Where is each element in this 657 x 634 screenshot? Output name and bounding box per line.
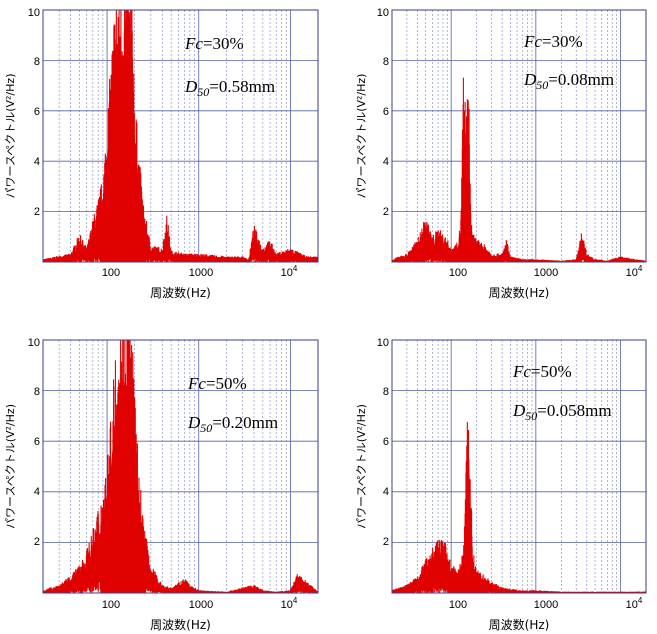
tick-label: 1000 [534, 599, 558, 611]
tick-label: 100 [449, 599, 467, 611]
x-axis-label: 周波数(Hz) [150, 285, 211, 300]
tick-label: 8 [383, 386, 389, 398]
fines-content-label: Fc=30% [184, 34, 244, 53]
x-axis-label: 周波数(Hz) [489, 285, 550, 300]
x-axis-label: 周波数(Hz) [489, 617, 550, 632]
mean-grain-size-label: D50=0.58mm [184, 77, 275, 99]
tick-label: 1000 [189, 267, 213, 279]
plot-frame [391, 9, 647, 263]
plot-frame [42, 9, 319, 263]
x-axis-label: 周波数(Hz) [150, 617, 211, 632]
plot-area [42, 339, 319, 594]
tick-label: 104 [281, 596, 298, 611]
tick-label: 10 [377, 337, 389, 349]
spectrum-peak [100, 55, 147, 262]
tick-label: 8 [383, 56, 389, 68]
plot-frame [391, 339, 647, 594]
tick-label: 1000 [534, 267, 558, 279]
fines-content-label: Fc=30% [523, 32, 583, 51]
mean-grain-size-label: D50=0.20mm [187, 413, 278, 435]
panel-bottom-right: 10 8 6 4 2 100 1000 104 [377, 337, 643, 611]
tick-label: 6 [34, 106, 40, 118]
fines-content-label: Fc=50% [187, 374, 247, 393]
plot-area [42, 9, 319, 263]
plot-area [391, 339, 647, 594]
tick-label: 2 [34, 536, 40, 548]
tick-label: 4 [383, 156, 389, 168]
tick-label: 6 [383, 436, 389, 448]
tick-label: 10 [28, 7, 40, 19]
tick-label: 104 [626, 264, 643, 279]
y-axis-label: パワースペクトル(V²/Hz) [355, 74, 368, 199]
tick-label: 1000 [189, 599, 213, 611]
tick-label: 104 [626, 596, 643, 611]
tick-label: 8 [34, 56, 40, 68]
tick-label: 2 [383, 536, 389, 548]
panel-top-right: 10 8 6 4 2 100 1000 104 [377, 7, 643, 279]
panel-bottom-left: 10 8 6 4 2 100 1000 104 [28, 337, 298, 611]
spectrum-trace [43, 10, 318, 262]
tick-label: 10 [377, 7, 389, 19]
tick-label: 2 [34, 206, 40, 218]
plot-area [391, 9, 647, 263]
tick-label: 100 [449, 267, 467, 279]
spectrum-peak [447, 443, 490, 593]
spectrum-trace [43, 340, 318, 593]
tick-label: 10 [28, 337, 40, 349]
spectrum-trace [392, 422, 646, 593]
y-axis-label: パワースペクトル(V²/Hz) [4, 74, 17, 199]
tick-label: 100 [102, 599, 120, 611]
tick-label: 8 [34, 386, 40, 398]
tick-label: 100 [102, 267, 120, 279]
tick-label: 4 [34, 156, 40, 168]
spectrum-peak [100, 385, 147, 593]
mean-grain-size-label: D50=0.058mm [512, 401, 612, 423]
panel-top-left: 10 8 6 4 2 100 1000 104 [28, 7, 298, 279]
tick-label: 4 [383, 486, 389, 498]
y-axis-label: パワースペクトル(V²/Hz) [4, 404, 17, 529]
tick-label: 2 [383, 206, 389, 218]
tick-label: 6 [34, 436, 40, 448]
tick-label: 104 [281, 264, 298, 279]
spectrum-trace [392, 77, 646, 262]
fines-content-label: Fc=50% [512, 362, 572, 381]
tick-label: 4 [34, 486, 40, 498]
spectrum-peak [444, 120, 488, 262]
mean-grain-size-label: D50=0.08mm [523, 70, 614, 92]
plot-frame [42, 339, 319, 594]
tick-label: 6 [383, 106, 389, 118]
y-axis-label: パワースペクトル(V²/Hz) [355, 404, 368, 529]
